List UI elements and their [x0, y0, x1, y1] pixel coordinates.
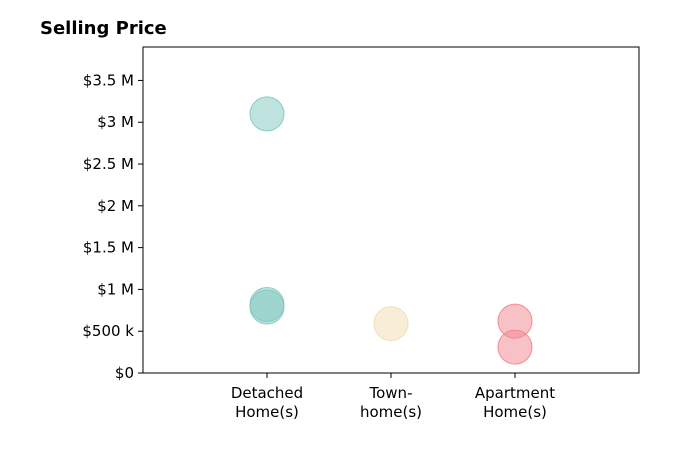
y-tick-label: $2 M — [97, 197, 134, 215]
x-tick-label: Home(s) — [483, 403, 547, 421]
x-tick-label: Home(s) — [235, 403, 299, 421]
data-point — [497, 329, 533, 365]
chart-title: Selling Price — [40, 18, 167, 39]
data-point — [249, 96, 285, 132]
y-tick-label: $3 M — [97, 113, 134, 131]
y-tick-label: $3.5 M — [83, 71, 134, 89]
x-tick-label: Apartment — [475, 384, 555, 402]
y-axis: $0 $500 k $1 M $1.5 M $2 M $2.5 M $3 M $3.5 M — [82, 71, 143, 382]
x-tick-label: home(s) — [360, 403, 422, 421]
plot-frame — [142, 46, 640, 374]
y-tick-label: $1.5 M — [83, 239, 134, 257]
x-axis: DetachedHome(s)Town-home(s)ApartmentHome… — [231, 373, 555, 421]
data-point — [249, 289, 285, 325]
x-tick-label: Detached — [231, 384, 303, 402]
data-point — [373, 306, 409, 342]
y-tick-label: $500 k — [82, 322, 134, 340]
data-points — [249, 96, 533, 365]
y-tick-label: $0 — [115, 364, 134, 382]
x-tick-label: Town- — [369, 384, 413, 402]
y-tick-label: $2.5 M — [83, 155, 134, 173]
y-tick-label: $1 M — [97, 280, 134, 298]
